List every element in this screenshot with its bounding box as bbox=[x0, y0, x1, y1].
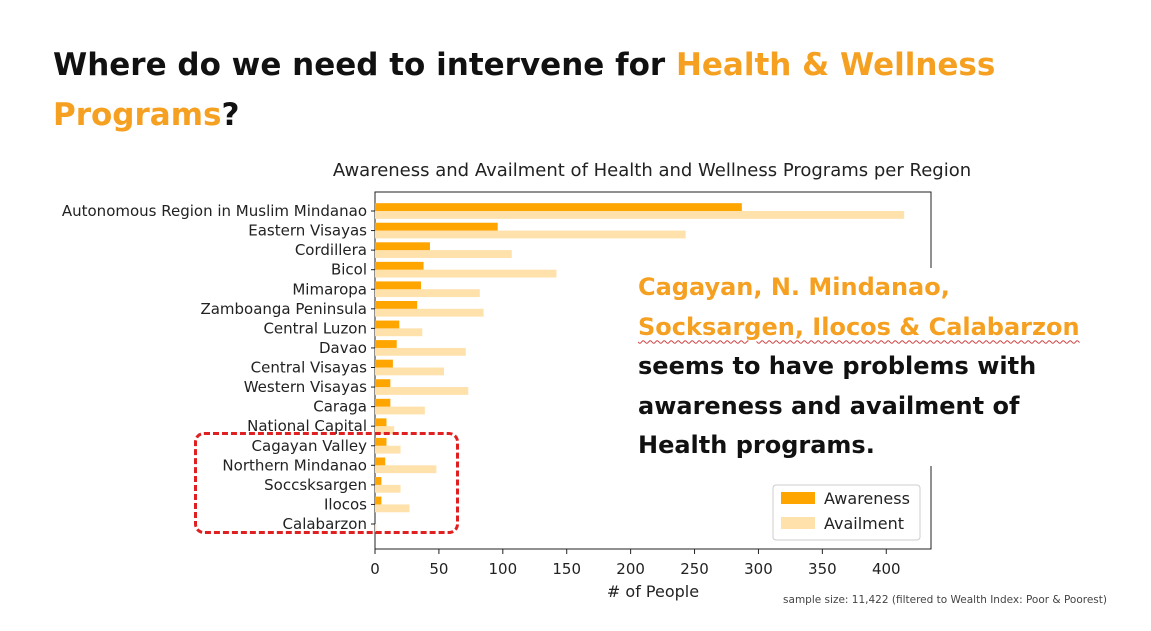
x-axis-label: # of People bbox=[607, 582, 699, 601]
bar-availment-mimaropa bbox=[375, 289, 480, 298]
bars-group bbox=[375, 203, 905, 532]
callout-highlight-regions: Socksargen, Ilocos & Calabarzon bbox=[638, 312, 1080, 341]
y-tick-label-zamboanga-peninsula: Zamboanga Peninsula bbox=[200, 300, 367, 318]
bar-awareness-bicol bbox=[375, 261, 424, 270]
bar-availment-ilocos bbox=[375, 504, 410, 513]
y-tick-label-calabarzon: Calabarzon bbox=[283, 515, 367, 533]
y-tick-label-central-visayas: Central Visayas bbox=[251, 359, 368, 377]
bar-awareness-national-capital bbox=[375, 418, 387, 427]
y-tick-label-northern-mindanao: Northern Mindanao bbox=[222, 456, 367, 474]
bar-awareness-caraga bbox=[375, 398, 391, 407]
y-tick-labels: Autonomous Region in Muslim Mindanao East… bbox=[62, 202, 375, 533]
y-tick-label-caraga: Caraga bbox=[313, 398, 367, 416]
y-tick-label-bicol: Bicol bbox=[331, 261, 367, 279]
x-tick-label: 150 bbox=[552, 560, 581, 578]
legend-label-awareness: Awareness bbox=[824, 489, 910, 508]
x-tick-label: 400 bbox=[872, 560, 901, 578]
title-highlight-programs: Programs bbox=[53, 97, 222, 133]
bar-availment-calabarzon bbox=[375, 524, 377, 532]
y-tick-label-autonomous-region-in-muslim-mindanao: Autonomous Region in Muslim Mindanao bbox=[62, 202, 367, 220]
bar-availment-davao bbox=[375, 347, 466, 356]
y-tick-label-cagayan-valley: Cagayan Valley bbox=[252, 437, 368, 455]
bar-availment-caraga bbox=[375, 406, 425, 415]
legend: Awareness Availment bbox=[772, 484, 921, 541]
bar-availment-zamboanga-peninsula bbox=[375, 308, 484, 317]
footnote-sample-size: sample size: 11,422 (filtered to Wealth … bbox=[783, 594, 1107, 606]
bar-awareness-northern-mindanao bbox=[375, 457, 386, 466]
bar-awareness-davao bbox=[375, 340, 397, 348]
bar-awareness-western-visayas bbox=[375, 379, 391, 388]
bar-availment-eastern-visayas bbox=[375, 230, 686, 239]
callout-line-4: awareness and availment of bbox=[638, 391, 1020, 420]
y-tick-label-cordillera: Cordillera bbox=[295, 241, 367, 259]
bar-awareness-ilocos bbox=[375, 496, 382, 505]
title-highlight: Health & Wellness bbox=[675, 47, 996, 83]
callout-line-5: Health programs. bbox=[638, 431, 875, 459]
title-prefix: Where do we need to intervene for bbox=[53, 47, 676, 83]
y-tick-label-ilocos: Ilocos bbox=[324, 495, 367, 513]
bar-availment-cordillera bbox=[375, 250, 512, 258]
title-suffix: ? bbox=[221, 97, 240, 133]
y-tick-label-national-capital: National Capital bbox=[247, 417, 367, 435]
callout-line-2: Socksargen, Ilocos & Calabarzon bbox=[638, 308, 1118, 348]
y-tick-label-davao: Davao bbox=[319, 339, 367, 357]
bar-availment-cagayan-valley bbox=[375, 445, 401, 454]
slide-title: Where do we need to intervene for Health… bbox=[53, 40, 1053, 140]
callout-line-3: seems to have problems with bbox=[638, 352, 1037, 380]
x-tick-label: 300 bbox=[744, 560, 773, 578]
bar-awareness-soccsksargen bbox=[375, 477, 382, 485]
highlight-box bbox=[194, 432, 459, 534]
y-tick-label-western-visayas: Western Visayas bbox=[244, 378, 367, 396]
bar-awareness-central-luzon bbox=[375, 320, 400, 329]
x-tick-label: 0 bbox=[370, 560, 380, 578]
x-tick-label: 350 bbox=[808, 560, 837, 578]
bar-availment-central-visayas bbox=[375, 367, 445, 376]
bar-awareness-autonomous-region-in-muslim-mindanao bbox=[375, 203, 742, 211]
x-tick-label: 100 bbox=[488, 560, 517, 578]
y-tick-label-soccsksargen: Soccsksargen bbox=[264, 476, 367, 494]
x-tick-label: 50 bbox=[429, 560, 448, 578]
bar-awareness-mimaropa bbox=[375, 281, 422, 290]
bar-awareness-cagayan-valley bbox=[375, 437, 387, 446]
bar-awareness-central-visayas bbox=[375, 359, 393, 368]
legend-label-availment: Availment bbox=[824, 514, 904, 533]
chart-title: Awareness and Availment of Health and We… bbox=[333, 160, 971, 181]
bar-availment-northern-mindanao bbox=[375, 465, 437, 474]
bar-availment-national-capital bbox=[375, 426, 395, 435]
bar-availment-soccsksargen bbox=[375, 484, 401, 493]
x-tick-label: 250 bbox=[680, 560, 709, 578]
bar-availment-bicol bbox=[375, 269, 557, 278]
callout-text: Cagayan, N. Mindanao, Socksargen, Ilocos… bbox=[638, 268, 1126, 466]
callout-line-1: Cagayan, N. Mindanao, bbox=[638, 273, 950, 301]
x-ticks: 0 50 100 150 200 250 300 350 400 bbox=[370, 549, 901, 578]
legend-swatch-availment bbox=[781, 517, 815, 529]
y-tick-label-mimaropa: Mimaropa bbox=[292, 280, 367, 298]
bar-awareness-zamboanga-peninsula bbox=[375, 300, 418, 309]
bar-availment-central-luzon bbox=[375, 328, 423, 337]
bar-awareness-eastern-visayas bbox=[375, 222, 498, 231]
y-tick-label-eastern-visayas: Eastern Visayas bbox=[248, 222, 367, 240]
bar-availment-western-visayas bbox=[375, 387, 469, 395]
bar-availment-autonomous-region-in-muslim-mindanao bbox=[375, 211, 905, 219]
bar-awareness-cordillera bbox=[375, 242, 430, 251]
y-tick-label-central-luzon: Central Luzon bbox=[263, 319, 367, 337]
legend-swatch-awareness bbox=[781, 492, 815, 504]
x-tick-label: 200 bbox=[616, 560, 645, 578]
